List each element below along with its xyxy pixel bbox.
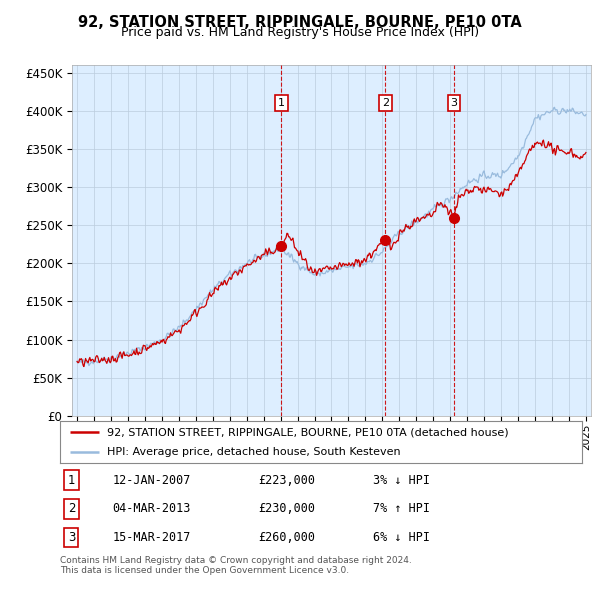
Text: £260,000: £260,000 (259, 531, 316, 544)
Text: 1: 1 (278, 98, 285, 108)
Text: 7% ↑ HPI: 7% ↑ HPI (373, 502, 430, 515)
Text: 3% ↓ HPI: 3% ↓ HPI (373, 474, 430, 487)
Text: £223,000: £223,000 (259, 474, 316, 487)
Text: 6% ↓ HPI: 6% ↓ HPI (373, 531, 430, 544)
Text: 3: 3 (450, 98, 457, 108)
Text: 15-MAR-2017: 15-MAR-2017 (112, 531, 191, 544)
Text: 92, STATION STREET, RIPPINGALE, BOURNE, PE10 0TA: 92, STATION STREET, RIPPINGALE, BOURNE, … (78, 15, 522, 30)
Text: Price paid vs. HM Land Registry's House Price Index (HPI): Price paid vs. HM Land Registry's House … (121, 26, 479, 39)
Text: 04-MAR-2013: 04-MAR-2013 (112, 502, 191, 515)
Text: 1: 1 (68, 474, 75, 487)
Text: HPI: Average price, detached house, South Kesteven: HPI: Average price, detached house, Sout… (107, 447, 401, 457)
Text: £230,000: £230,000 (259, 502, 316, 515)
Text: 12-JAN-2007: 12-JAN-2007 (112, 474, 191, 487)
Text: 3: 3 (68, 531, 75, 544)
Text: 2: 2 (68, 502, 75, 515)
Text: 2: 2 (382, 98, 389, 108)
Text: This data is licensed under the Open Government Licence v3.0.: This data is licensed under the Open Gov… (60, 566, 349, 575)
Text: Contains HM Land Registry data © Crown copyright and database right 2024.: Contains HM Land Registry data © Crown c… (60, 556, 412, 565)
Text: 92, STATION STREET, RIPPINGALE, BOURNE, PE10 0TA (detached house): 92, STATION STREET, RIPPINGALE, BOURNE, … (107, 427, 509, 437)
